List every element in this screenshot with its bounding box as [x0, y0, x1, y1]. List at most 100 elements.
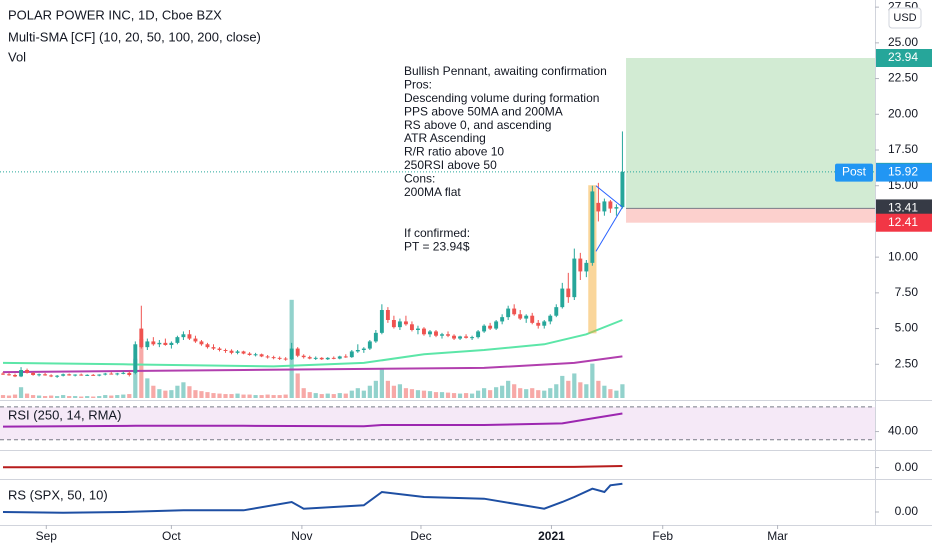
volume-bar — [193, 390, 198, 398]
candle-body — [241, 351, 246, 354]
price-tag — [835, 163, 873, 182]
volume-bar — [415, 390, 421, 398]
candle-body — [331, 357, 336, 359]
volume-bar — [121, 394, 126, 398]
candle-body — [187, 334, 192, 339]
candle-body — [397, 321, 402, 328]
candle-body — [488, 325, 493, 329]
candle-body — [470, 337, 475, 339]
candle-body — [554, 307, 559, 316]
x-tick-label: Oct — [162, 529, 181, 543]
volume-bar — [524, 389, 529, 398]
stop-zone — [626, 208, 875, 223]
candle-body — [500, 317, 505, 322]
volume-bar — [103, 395, 108, 398]
candle-body — [199, 341, 204, 345]
volume-bar — [205, 392, 210, 398]
volume-bar — [265, 394, 270, 398]
volume-bar — [24, 393, 30, 398]
candle-body — [446, 334, 450, 336]
y-tick-label: 17.50 — [888, 142, 918, 156]
volume-bar — [151, 385, 156, 398]
volume-bar — [295, 373, 300, 398]
volume-bar — [127, 394, 132, 398]
annotation-line: RS above 0, and ascending — [404, 118, 551, 132]
volume-bar — [391, 385, 397, 398]
candle-body — [145, 341, 150, 348]
candle-body — [608, 201, 613, 209]
volume-bar — [91, 396, 96, 398]
candle-body — [464, 336, 469, 338]
price-badge — [876, 163, 932, 182]
volume-bar — [145, 378, 150, 398]
candle-body — [205, 344, 210, 348]
candle-body — [578, 258, 583, 272]
price-tag-label: Post — [842, 165, 867, 179]
volume-bar — [373, 380, 378, 398]
volume-bar — [241, 394, 246, 398]
indicator-title: RSI (250, 14, RMA) — [8, 407, 121, 422]
candle-body — [193, 338, 198, 342]
candle-body — [602, 201, 607, 212]
volume-bar — [433, 392, 439, 398]
candle-body — [319, 357, 324, 360]
indicator-title: RS (SPX, 50, 10) — [8, 487, 108, 502]
indicator-line — [2, 465, 623, 469]
candle-body — [19, 370, 24, 377]
volume-bar — [247, 394, 252, 398]
volume-bar — [301, 388, 306, 398]
volume-bar — [445, 392, 451, 398]
overlay: POLAR POWER INC, 1D, Cboe BZX Multi-SMA … — [4, 6, 932, 502]
candle-body — [440, 334, 444, 336]
volume-bar — [36, 395, 42, 398]
price-badge-label: 15.92 — [888, 165, 918, 179]
candle-body — [385, 310, 390, 320]
volume-bar — [133, 358, 138, 398]
volume-bar — [6, 395, 12, 398]
volume-bar — [451, 393, 457, 398]
volume-bar — [259, 395, 264, 398]
volume-bar — [620, 384, 625, 398]
volume-bar — [409, 389, 415, 398]
candle-body — [494, 321, 499, 329]
candle-body — [277, 357, 282, 359]
candle-body — [355, 350, 360, 352]
y-tick-label: 40.00 — [888, 424, 918, 438]
volume-bar — [590, 363, 595, 398]
volume-bar — [457, 393, 463, 398]
y-tick-label: 22.50 — [888, 71, 918, 85]
volume-bar — [12, 394, 18, 398]
candle-body — [566, 288, 571, 298]
x-tick-label: Feb — [652, 529, 673, 543]
volume-bar — [337, 393, 342, 398]
volume-bar — [355, 388, 360, 398]
candle-body — [367, 341, 372, 349]
volume-bar — [331, 394, 336, 398]
volume-bar — [199, 391, 204, 398]
candle-body — [127, 372, 132, 375]
volume-bar — [596, 380, 601, 398]
candle-body — [530, 315, 535, 323]
volume-bar — [30, 395, 36, 398]
volume-bar — [18, 387, 24, 398]
target-zone — [626, 58, 875, 209]
volume-bar — [235, 393, 240, 398]
candle-body — [283, 358, 288, 360]
volume-bar — [566, 380, 571, 398]
candle-body — [542, 321, 547, 326]
volume-bar — [49, 395, 54, 398]
candle-body — [259, 354, 264, 357]
candle-body — [325, 357, 330, 360]
currency-box[interactable] — [888, 7, 922, 29]
x-tick-label: Mar — [767, 529, 788, 543]
candle-body — [373, 332, 378, 342]
candle-body — [403, 321, 408, 325]
candle-body — [61, 374, 66, 376]
price-badge — [876, 49, 932, 67]
volume-bar — [554, 384, 559, 398]
candle-body — [590, 191, 595, 263]
candle-body — [7, 374, 11, 376]
candle-body — [235, 351, 240, 353]
candle-body — [391, 320, 396, 328]
candle-body — [37, 374, 42, 376]
